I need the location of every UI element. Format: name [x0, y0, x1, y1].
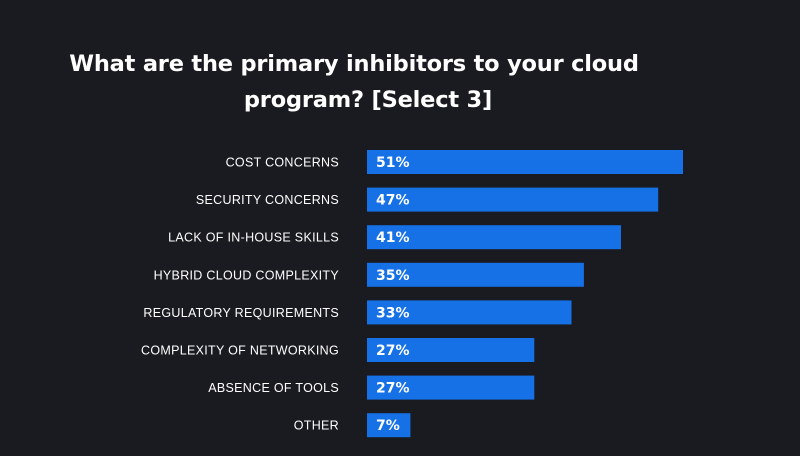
value-label-0: 51%: [376, 155, 410, 171]
value-label-2: 41%: [376, 230, 410, 246]
value-label-1: 47%: [376, 193, 410, 209]
bar-4: [367, 300, 572, 325]
category-label-5: COMPLEXITY OF NETWORKING: [141, 344, 339, 358]
bar-3: [367, 262, 584, 287]
category-label-2: LACK OF IN-HOUSE SKILLS: [168, 231, 339, 245]
category-label-6: ABSENCE OF TOOLS: [208, 381, 339, 395]
bar-2: [367, 225, 621, 250]
value-label-6: 27%: [376, 381, 410, 397]
category-label-7: OTHER: [294, 419, 339, 433]
chart-title-line-2: program? [Select 3]: [243, 87, 493, 113]
category-label-0: COST CONCERNS: [226, 156, 339, 170]
chart-title-line-1: What are the primary inhibitors to your …: [69, 51, 639, 77]
value-label-4: 33%: [376, 305, 410, 321]
bar-1: [367, 187, 659, 212]
category-label-1: SECURITY CONCERNS: [196, 193, 339, 207]
value-label-5: 27%: [376, 343, 410, 359]
category-label-3: HYBRID CLOUD COMPLEXITY: [154, 268, 340, 282]
category-label-4: REGULATORY REQUIREMENTS: [143, 306, 339, 320]
value-label-3: 35%: [376, 268, 410, 284]
bar-5: [367, 338, 535, 362]
bar-0: [367, 150, 683, 174]
bar-6: [367, 375, 535, 400]
chart-title: What are the primary inhibitors to your …: [0, 46, 708, 118]
value-label-7: 7%: [376, 418, 400, 434]
bar-7: [367, 413, 411, 438]
